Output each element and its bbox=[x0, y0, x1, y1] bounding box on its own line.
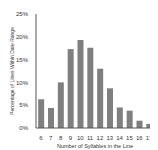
svg-text:10: 10 bbox=[77, 135, 84, 141]
svg-text:25%: 25% bbox=[16, 11, 29, 17]
svg-text:11: 11 bbox=[87, 135, 94, 141]
svg-text:8: 8 bbox=[59, 135, 63, 141]
svg-text:14: 14 bbox=[116, 135, 123, 141]
svg-text:15: 15 bbox=[126, 135, 133, 141]
svg-text:6: 6 bbox=[39, 135, 43, 141]
svg-text:10%: 10% bbox=[16, 80, 29, 86]
svg-text:17: 17 bbox=[146, 135, 150, 141]
svg-text:12: 12 bbox=[97, 135, 104, 141]
svg-text:0%: 0% bbox=[19, 125, 28, 131]
svg-text:Percentage of Lines Within Dat: Percentage of Lines Within Date Range bbox=[9, 27, 15, 115]
svg-text:5%: 5% bbox=[19, 102, 28, 108]
svg-text:9: 9 bbox=[69, 135, 73, 141]
svg-text:Number of Syllables in the Lin: Number of Syllables in the Line bbox=[57, 143, 133, 149]
svg-text:13: 13 bbox=[106, 135, 113, 141]
svg-text:15%: 15% bbox=[16, 57, 29, 63]
svg-text:7: 7 bbox=[49, 135, 53, 141]
svg-text:16: 16 bbox=[136, 135, 143, 141]
svg-text:20%: 20% bbox=[16, 34, 29, 40]
